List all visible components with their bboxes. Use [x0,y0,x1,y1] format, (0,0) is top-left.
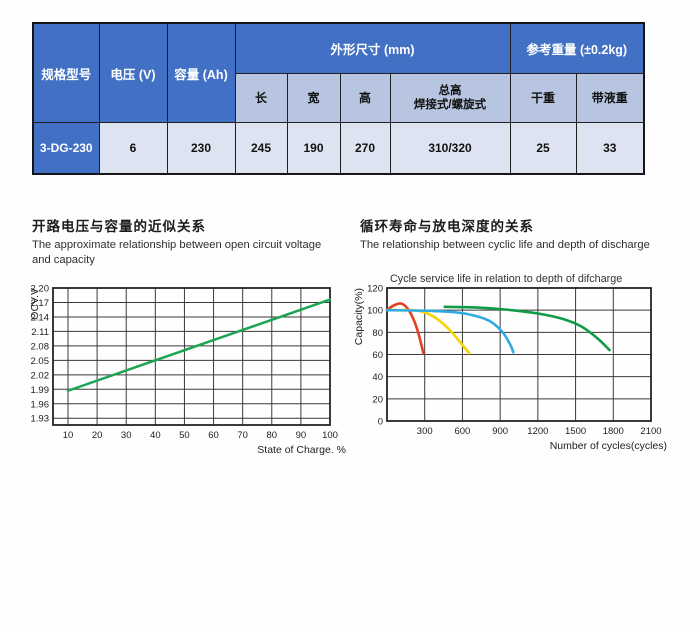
cycle-life-vs-dod-chart: 300 600 900 1200 1500 1800 2100 0 20 40 60 80 100 120… [353,273,667,452]
cycle-chart-title-en: The relationship between cyclic life and… [360,239,650,251]
cell-width: 190 [286,122,341,175]
svg-text:80: 80 [372,328,383,339]
col-header-model: 规格型号 [32,22,100,123]
svg-text:OCV.V: OCV.V [29,288,41,320]
col-header-height: 高 [339,72,391,123]
cycle-chart-title-cn: 循环寿命与放电深度的关系 [360,219,534,234]
svg-text:1800: 1800 [603,426,624,437]
cell-liquid-weight: 33 [575,122,645,175]
svg-text:2.14: 2.14 [31,312,50,323]
cell-dry-weight: 25 [509,122,577,175]
total-height-line1: 总高 [438,84,462,97]
svg-text:50: 50 [179,430,190,441]
svg-text:Capacity(%): Capacity(%) [353,288,365,345]
cycle-chart-title-block: 循环寿命与放电深度的关系 The relationship between cy… [360,215,695,253]
cell-length: 245 [234,122,288,175]
svg-text:30: 30 [121,430,132,441]
svg-text:2.20: 2.20 [31,284,50,295]
svg-text:100: 100 [367,306,383,317]
svg-text:100: 100 [322,430,338,441]
col-header-dimensions: 外形尺寸 (mm) [234,22,511,74]
cell-voltage: 6 [98,122,168,175]
svg-text:2100: 2100 [640,426,661,437]
svg-text:2.02: 2.02 [31,370,50,381]
svg-text:60: 60 [208,430,219,441]
svg-text:60: 60 [372,350,383,361]
table-row: 3-DG-230 6 230 245 190 270 310/320 25 33 [32,122,645,175]
ocv-chart-title-en: The approximate relationship between ope… [32,239,322,266]
col-header-dry-weight: 干重 [509,72,577,123]
svg-text:600: 600 [454,426,470,437]
ocv-chart-title-block: 开路电压与容量的近似关系 The approximate relationshi… [32,215,324,268]
cell-capacity: 230 [166,122,236,175]
total-height-line2: 焊接式/螺旋式 [413,98,487,111]
svg-text:10: 10 [63,430,74,441]
svg-text:1500: 1500 [565,426,586,437]
svg-text:90: 90 [296,430,307,441]
svg-text:1.99: 1.99 [31,385,50,396]
svg-text:1.96: 1.96 [31,399,50,410]
svg-text:Cycle service life in relation: Cycle service life in relation to depth … [390,273,622,285]
table-header-row-1: 规格型号 电压 (V) 容量 (Ah) 外形尺寸 (mm) 参考重量 (±0.2… [32,22,645,123]
cell-total-height: 310/320 [389,122,511,175]
svg-text:120: 120 [367,284,383,295]
col-header-capacity: 容量 (Ah) [166,22,236,123]
col-header-liquid-weight: 带液重 [575,72,645,123]
svg-text:State of Charge. %: State of Charge. % [257,444,346,456]
cell-model: 3-DG-230 [32,122,100,175]
ocv-vs-soc-chart: 10 20 30 40 50 60 70 80 90 100 2.20 2.17 2.14 2.11 2.0… [29,284,346,457]
col-header-total-height: 总高 焊接式/螺旋式 [389,72,511,123]
col-header-voltage: 电压 (V) [98,22,168,123]
col-header-width: 宽 [286,72,341,123]
table-header-row-2: 长 宽 高 总高 焊接式/螺旋式 干重 带液重 [33,72,645,123]
svg-text:2.11: 2.11 [31,327,49,338]
svg-text:40: 40 [372,372,383,383]
svg-text:2.05: 2.05 [31,356,50,367]
svg-text:2.17: 2.17 [31,298,50,309]
col-header-ref-weight: 参考重量 (±0.2kg) [509,22,645,74]
svg-text:20: 20 [92,430,103,441]
svg-text:0: 0 [378,417,383,428]
svg-text:20: 20 [372,394,383,405]
svg-text:300: 300 [417,426,433,437]
col-header-length: 长 [234,72,288,123]
svg-text:2.08: 2.08 [31,341,50,352]
svg-text:900: 900 [492,426,508,437]
svg-text:70: 70 [237,430,248,441]
svg-text:Number of cycles(cycles): Number of cycles(cycles) [550,440,667,452]
svg-text:1.93: 1.93 [31,414,50,425]
cell-height: 270 [339,122,391,175]
svg-text:80: 80 [266,430,277,441]
svg-text:1200: 1200 [527,426,548,437]
spec-table: 规格型号 电压 (V) 容量 (Ah) 外形尺寸 (mm) 参考重量 (±0.2… [32,22,646,175]
svg-text:40: 40 [150,430,161,441]
ocv-chart-title-cn: 开路电压与容量的近似关系 [32,219,206,234]
